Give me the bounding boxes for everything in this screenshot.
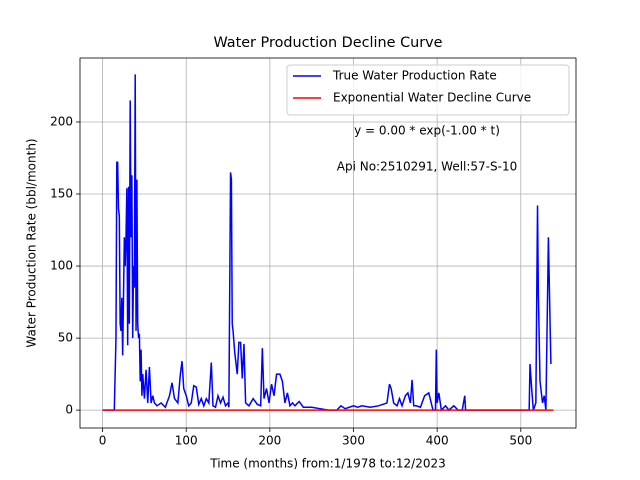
plot-frame [79,57,577,429]
y-tick-label: 0 [65,403,73,417]
annotation: y = 0.00 * exp(-1.00 * t) [354,124,500,138]
x-tick-label: 0 [99,434,107,448]
annotation: Api No:2510291, Well:57-S-10 [337,160,517,174]
y-tick-label: 50 [58,331,73,345]
x-tick-label: 200 [258,434,281,448]
y-axis-label: Water Production Rate (bbl/month) [25,138,39,347]
y-tick-label: 200 [50,114,73,128]
x-tick-label: 100 [175,434,198,448]
x-tick-label: 300 [342,434,365,448]
x-tick-label: 400 [426,434,449,448]
x-axis-label: Time (months) from:1/1978 to:12/2023 [209,457,446,471]
legend-label: Exponential Water Decline Curve [333,91,531,105]
y-tick-label: 150 [50,187,73,201]
y-tick-label: 100 [50,259,73,273]
legend-box [286,64,570,116]
legend-label: True Water Production Rate [332,69,497,83]
data-line [102,74,552,412]
x-tick-label: 500 [509,434,532,448]
chart-title: Water Production Decline Curve [213,35,442,51]
